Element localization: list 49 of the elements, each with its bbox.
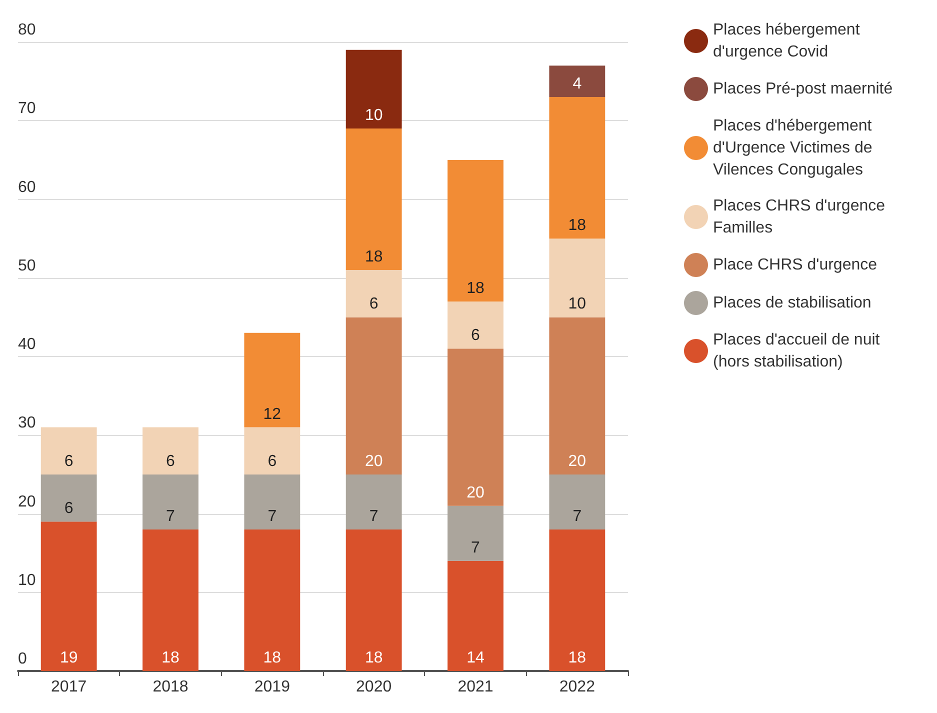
data-label: 10 (364, 106, 383, 124)
x-tick-label: 2017 (51, 678, 87, 696)
data-label: 6 (369, 296, 378, 313)
data-label: 18 (364, 248, 383, 266)
y-tick-label: 10 (18, 572, 36, 589)
data-label: 7 (268, 508, 277, 525)
legend-label: Places de stabilisation (713, 294, 872, 312)
data-label: 18 (364, 650, 383, 666)
data-label: 18 (568, 650, 586, 666)
data-label: 20 (466, 484, 484, 502)
legend-label: Places CHRS d'urgence Familles (713, 198, 890, 236)
x-tick-label: 2018 (152, 678, 188, 696)
data-label: 14 (466, 650, 484, 666)
y-tick-label: 20 (18, 493, 36, 510)
y-tick-label: 30 (18, 414, 36, 432)
x-tick-label: 2021 (458, 678, 494, 696)
data-label: 20 (568, 452, 586, 470)
y-tick-label: 50 (18, 257, 36, 274)
data-label: 7 (166, 508, 176, 525)
y-tick-label: 60 (18, 178, 36, 196)
data-label: 18 (466, 280, 484, 297)
data-label: 20 (364, 452, 383, 470)
x-tick-label: 2019 (254, 678, 290, 696)
data-label: 6 (471, 327, 480, 344)
y-tick-label: 40 (18, 336, 36, 353)
legend-label: Places Pré-post maernité (713, 80, 893, 98)
data-label: 6 (166, 452, 176, 470)
data-label: 19 (60, 650, 78, 666)
data-label: 7 (471, 539, 480, 556)
legend-label: Place CHRS d'urgence (713, 256, 878, 274)
data-label: 12 (263, 406, 282, 423)
data-label: 18 (568, 217, 586, 234)
legend-label: Places d'accueil de nuit (hors stabilisation) (713, 332, 884, 370)
y-tick-label: 0 (18, 650, 27, 668)
data-label: 6 (268, 452, 277, 470)
y-tick-label: 80 (18, 22, 36, 38)
data-label: 6 (64, 500, 74, 518)
x-tick-label: 2020 (356, 678, 392, 696)
x-tick-label: 2022 (559, 678, 596, 696)
legend-label: Places d'hébergement d'Urgence Victimes de Vilences Congugales (713, 118, 877, 178)
data-label: 7 (369, 508, 378, 525)
data-label: 7 (572, 508, 582, 525)
data-label: 18 (162, 650, 180, 666)
legend-label: Places hébergement d'urgence Covid (713, 22, 864, 60)
data-label: 18 (263, 650, 282, 666)
data-label: 6 (64, 452, 74, 470)
y-tick-label: 70 (18, 100, 36, 118)
data-label: 4 (572, 76, 582, 93)
data-label: 10 (568, 296, 586, 313)
